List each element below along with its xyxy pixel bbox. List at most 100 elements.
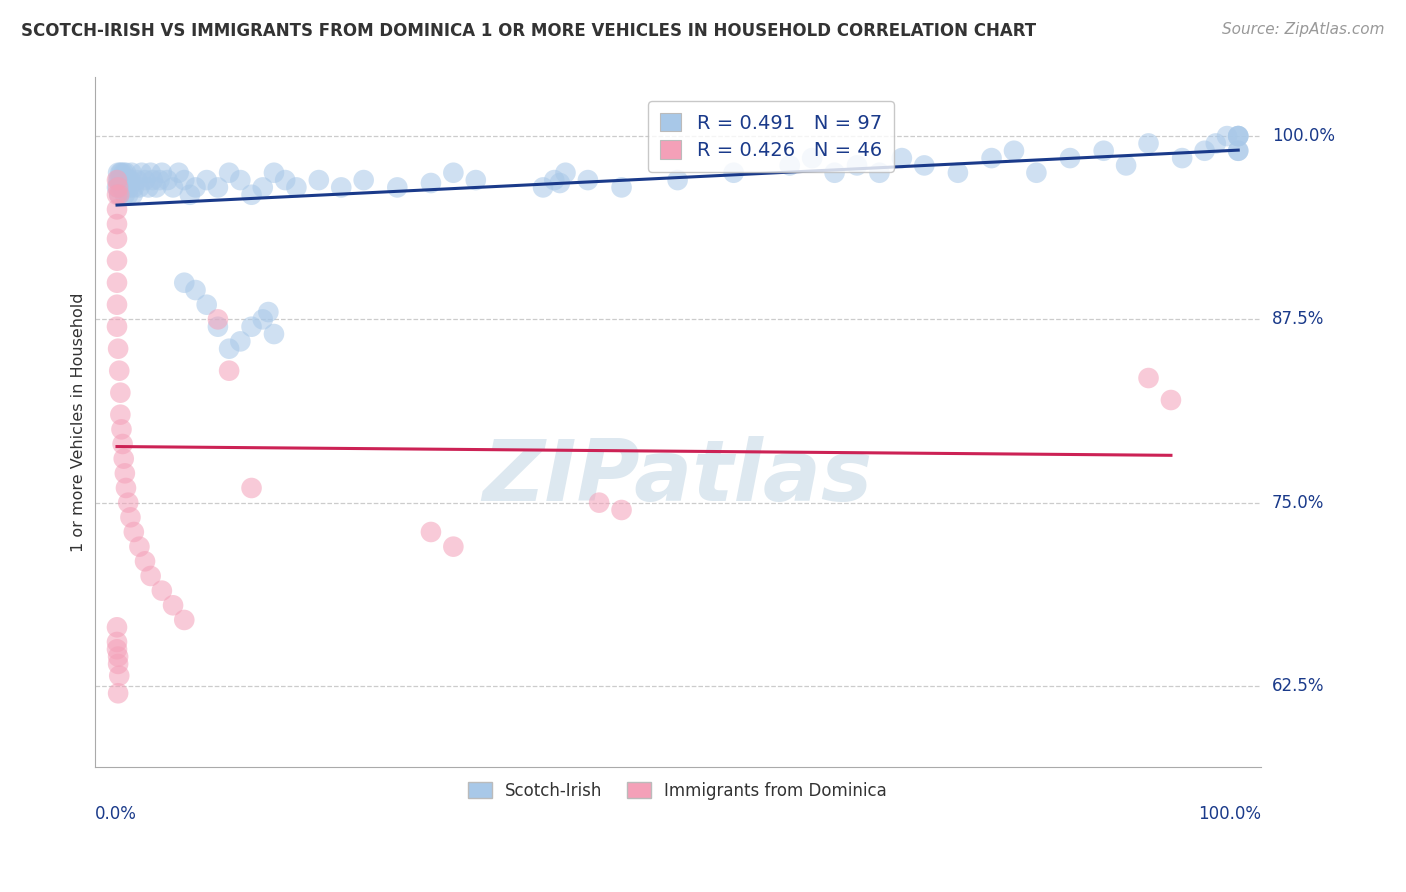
Point xyxy=(207,180,229,194)
Point xyxy=(122,524,145,539)
Point xyxy=(252,312,274,326)
Point xyxy=(1227,129,1250,144)
Point xyxy=(108,173,131,187)
Point xyxy=(114,187,136,202)
Point xyxy=(779,158,801,172)
Point xyxy=(110,422,132,436)
Point xyxy=(1216,129,1239,144)
Point xyxy=(110,166,132,180)
Point xyxy=(162,599,184,613)
Point xyxy=(120,510,142,524)
Point xyxy=(1059,151,1081,165)
Point xyxy=(105,635,128,649)
Point xyxy=(184,180,207,194)
Point xyxy=(218,364,240,378)
Text: 62.5%: 62.5% xyxy=(1272,677,1324,695)
Point xyxy=(112,180,135,194)
Point xyxy=(1227,129,1250,144)
Point xyxy=(128,540,150,554)
Point xyxy=(108,668,131,682)
Point xyxy=(610,180,633,194)
Point xyxy=(117,173,139,187)
Point xyxy=(131,166,153,180)
Point xyxy=(353,173,375,187)
Point xyxy=(107,686,129,700)
Point xyxy=(114,467,136,481)
Point xyxy=(554,166,576,180)
Point xyxy=(263,166,285,180)
Point xyxy=(110,166,132,180)
Point xyxy=(1160,392,1182,407)
Point xyxy=(1205,136,1227,151)
Point xyxy=(543,173,565,187)
Text: 87.5%: 87.5% xyxy=(1272,310,1324,328)
Point xyxy=(105,232,128,246)
Point xyxy=(117,187,139,202)
Point xyxy=(218,342,240,356)
Point xyxy=(105,173,128,187)
Point xyxy=(588,496,610,510)
Point xyxy=(145,180,167,194)
Point xyxy=(149,173,172,187)
Point xyxy=(127,173,149,187)
Point xyxy=(1115,158,1137,172)
Point xyxy=(464,173,486,187)
Point xyxy=(1171,151,1194,165)
Point xyxy=(107,342,129,356)
Text: 100.0%: 100.0% xyxy=(1198,805,1261,823)
Point xyxy=(610,503,633,517)
Point xyxy=(115,481,138,495)
Point xyxy=(142,173,165,187)
Point xyxy=(108,364,131,378)
Point xyxy=(134,173,156,187)
Point xyxy=(107,657,129,671)
Point xyxy=(240,319,263,334)
Point xyxy=(107,173,129,187)
Point xyxy=(912,158,935,172)
Point xyxy=(134,554,156,568)
Point xyxy=(173,613,195,627)
Point xyxy=(240,481,263,495)
Point xyxy=(1227,144,1250,158)
Point xyxy=(387,180,409,194)
Point xyxy=(723,166,745,180)
Point xyxy=(105,276,128,290)
Point xyxy=(229,334,252,349)
Point xyxy=(184,283,207,297)
Point xyxy=(274,173,297,187)
Point xyxy=(531,180,554,194)
Point xyxy=(138,180,160,194)
Point xyxy=(218,166,240,180)
Point xyxy=(1137,371,1160,385)
Text: 0.0%: 0.0% xyxy=(94,805,136,823)
Point xyxy=(229,173,252,187)
Point xyxy=(105,202,128,217)
Y-axis label: 1 or more Vehicles in Household: 1 or more Vehicles in Household xyxy=(72,293,86,552)
Point xyxy=(824,166,846,180)
Point xyxy=(105,180,128,194)
Legend: Scotch-Irish, Immigrants from Dominica: Scotch-Irish, Immigrants from Dominica xyxy=(461,775,893,806)
Point xyxy=(801,151,824,165)
Point xyxy=(420,176,443,190)
Point xyxy=(128,180,150,194)
Point xyxy=(105,187,128,202)
Text: 75.0%: 75.0% xyxy=(1272,493,1324,512)
Point xyxy=(1137,136,1160,151)
Point xyxy=(110,408,132,422)
Point xyxy=(117,496,139,510)
Point xyxy=(263,326,285,341)
Point xyxy=(207,319,229,334)
Point xyxy=(105,642,128,657)
Point xyxy=(548,176,571,190)
Point xyxy=(846,158,869,172)
Point xyxy=(173,173,195,187)
Point xyxy=(868,166,890,180)
Text: Source: ZipAtlas.com: Source: ZipAtlas.com xyxy=(1222,22,1385,37)
Point xyxy=(1025,166,1047,180)
Point xyxy=(112,451,135,466)
Point xyxy=(240,187,263,202)
Point xyxy=(114,173,136,187)
Point xyxy=(195,173,218,187)
Point xyxy=(173,276,195,290)
Point xyxy=(105,298,128,312)
